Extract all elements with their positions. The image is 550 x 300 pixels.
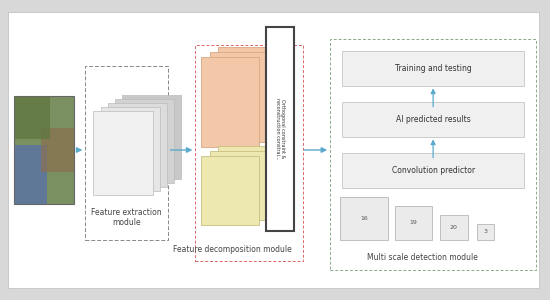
FancyBboxPatch shape: [14, 96, 74, 204]
FancyBboxPatch shape: [115, 99, 174, 183]
FancyBboxPatch shape: [41, 128, 74, 172]
FancyBboxPatch shape: [14, 96, 50, 139]
FancyBboxPatch shape: [8, 12, 539, 288]
FancyBboxPatch shape: [122, 95, 182, 179]
FancyBboxPatch shape: [342, 153, 524, 188]
FancyBboxPatch shape: [340, 196, 388, 240]
FancyBboxPatch shape: [201, 57, 258, 147]
FancyBboxPatch shape: [195, 45, 302, 261]
Text: Orthogonal constraint &
reconstruction constrai...: Orthogonal constraint & reconstruction c…: [274, 98, 285, 160]
Text: 20: 20: [450, 225, 458, 230]
FancyBboxPatch shape: [440, 214, 467, 240]
FancyBboxPatch shape: [14, 145, 47, 204]
FancyBboxPatch shape: [101, 107, 160, 191]
FancyBboxPatch shape: [201, 156, 258, 225]
FancyBboxPatch shape: [210, 151, 267, 220]
FancyBboxPatch shape: [266, 27, 294, 231]
FancyBboxPatch shape: [477, 224, 494, 240]
FancyBboxPatch shape: [94, 111, 153, 195]
Text: Feature extraction
module: Feature extraction module: [91, 208, 162, 227]
FancyBboxPatch shape: [342, 102, 524, 136]
Text: Multi scale detection module: Multi scale detection module: [367, 254, 477, 262]
FancyBboxPatch shape: [218, 47, 276, 137]
Text: Convolution predictor: Convolution predictor: [392, 166, 475, 175]
Text: 19: 19: [410, 220, 417, 225]
FancyBboxPatch shape: [330, 39, 536, 270]
Text: 3: 3: [483, 229, 488, 234]
FancyBboxPatch shape: [395, 206, 432, 240]
FancyBboxPatch shape: [108, 103, 167, 187]
Text: Feature decomposition module: Feature decomposition module: [173, 244, 292, 253]
FancyBboxPatch shape: [85, 66, 168, 240]
FancyBboxPatch shape: [342, 51, 524, 86]
FancyBboxPatch shape: [218, 146, 276, 215]
Text: AI predicted results: AI predicted results: [396, 115, 470, 124]
Text: Training and testing: Training and testing: [395, 64, 471, 73]
Text: 16: 16: [360, 216, 368, 221]
FancyBboxPatch shape: [210, 52, 267, 142]
